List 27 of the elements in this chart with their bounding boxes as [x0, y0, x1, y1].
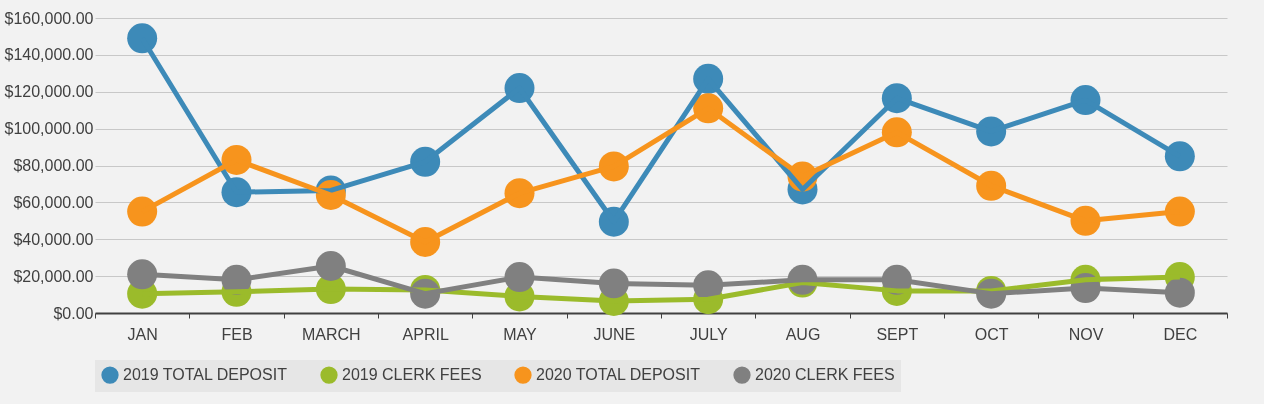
y-tick-label: $140,000.00 [4, 46, 94, 64]
x-tick-label: JUNE [593, 325, 636, 343]
point [1164, 141, 1195, 172]
y-tick-label: $80,000.00 [13, 157, 94, 174]
legend-label: 2020 TOTAL DEPOSIT [536, 366, 701, 384]
x-tick-label: JULY [689, 325, 728, 343]
y-tick-label: $160,000.00 [4, 9, 94, 27]
point [127, 259, 158, 290]
x-tick-label: NOV [1068, 325, 1104, 343]
y-tick-label: $0.00 [53, 304, 94, 322]
x-tick-label: MAY [503, 325, 538, 343]
x-tick-label: SEPT [876, 325, 919, 343]
y-tick-label: $100,000.00 [4, 120, 94, 138]
x-tick-label: AUG [785, 325, 821, 343]
y-tick-label: $60,000.00 [13, 193, 94, 211]
x-tick-label: JAN [127, 325, 158, 343]
x-tick-label: FEB [221, 325, 253, 343]
x-tick-label: OCT [974, 325, 1009, 343]
y-tick-label: $20,000.00 [13, 267, 94, 285]
y-tick-label: $40,000.00 [13, 230, 94, 248]
y-tick-label: $120,000.00 [4, 83, 94, 101]
legend-label: 2019 CLERK FEES [342, 366, 482, 384]
x-tick-label: APRIL [402, 325, 449, 343]
x-tick-label: MARCH [302, 325, 361, 343]
legend-label: 2020 CLERK FEES [755, 366, 895, 384]
x-tick-label: DEC [1163, 325, 1198, 343]
legend-label: 2019 TOTAL DEPOSIT [123, 366, 288, 384]
